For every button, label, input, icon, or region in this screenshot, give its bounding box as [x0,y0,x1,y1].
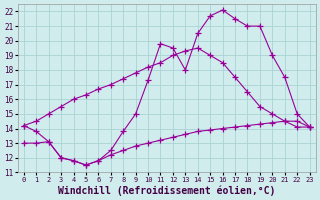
X-axis label: Windchill (Refroidissement éolien,°C): Windchill (Refroidissement éolien,°C) [58,185,276,196]
